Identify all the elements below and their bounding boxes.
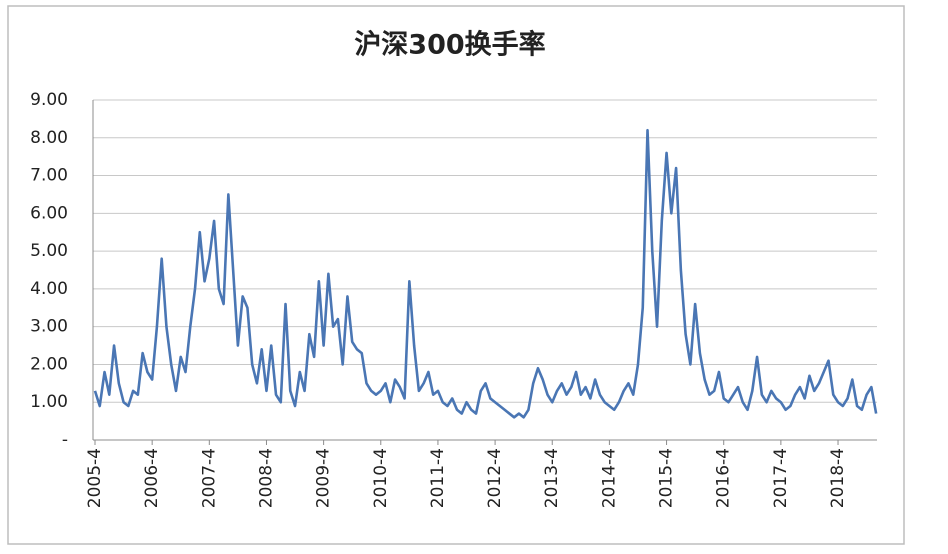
chart-frame bbox=[7, 5, 905, 545]
y-tick-label: 9.00 bbox=[30, 90, 68, 110]
x-tick-label: 2015-4 bbox=[657, 448, 677, 508]
x-tick-label: 2008-4 bbox=[256, 448, 276, 508]
x-tick-label: 2016-4 bbox=[714, 448, 734, 508]
y-tick-label: 2.00 bbox=[30, 354, 68, 374]
x-tick-label: 2005-4 bbox=[85, 448, 105, 508]
chart-title: 沪深300换手率 bbox=[354, 29, 545, 61]
x-tick-label: 2010-4 bbox=[371, 448, 391, 508]
y-tick-label: 5.00 bbox=[30, 241, 68, 261]
x-tick-label: 2017-4 bbox=[771, 448, 791, 508]
x-tick-label: 2013-4 bbox=[542, 448, 562, 508]
y-tick-label: - bbox=[62, 430, 68, 450]
x-tick-label: 2006-4 bbox=[142, 448, 162, 508]
y-tick-label: 1.00 bbox=[30, 392, 68, 412]
y-tick-label: 4.00 bbox=[30, 279, 68, 299]
x-tick-label: 2011-4 bbox=[428, 448, 448, 508]
y-tick-label: 6.00 bbox=[30, 203, 68, 223]
data-line bbox=[93, 128, 878, 419]
x-tick-label: 2009-4 bbox=[314, 448, 334, 508]
x-tick-label: 2007-4 bbox=[199, 448, 219, 508]
x-tick-label: 2018-4 bbox=[828, 448, 848, 508]
y-tick-label: 8.00 bbox=[30, 128, 68, 148]
x-tick-label: 2012-4 bbox=[485, 448, 505, 508]
x-tick-label: 2014-4 bbox=[599, 448, 619, 508]
y-tick-label: 7.00 bbox=[30, 166, 68, 186]
y-tick-label: 3.00 bbox=[30, 317, 68, 337]
